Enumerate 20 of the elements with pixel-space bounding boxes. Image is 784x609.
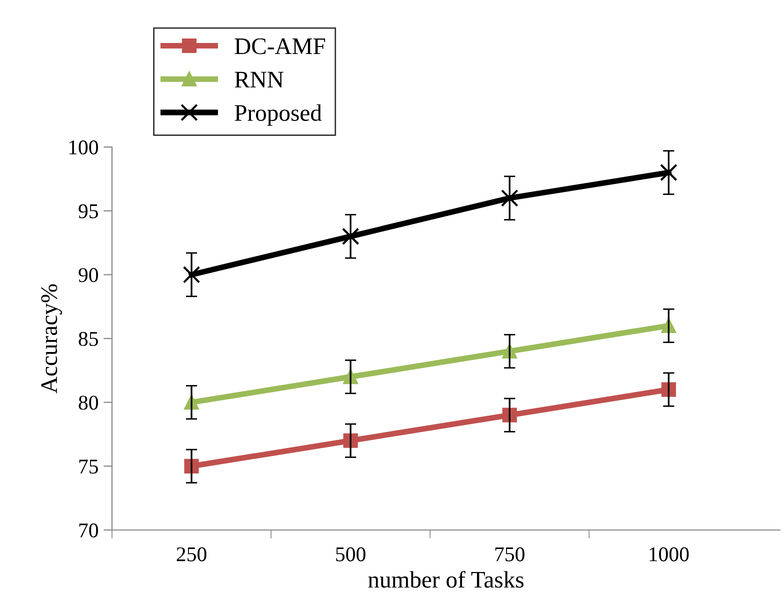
legend-label: RNN bbox=[234, 72, 284, 88]
x-tick-label: 1000 bbox=[650, 547, 689, 562]
point bbox=[500, 189, 518, 207]
y-tick-label: 85 bbox=[78, 332, 98, 346]
x-tick-label: 250 bbox=[176, 547, 206, 562]
x-axis-title: number of Tasks bbox=[368, 570, 524, 588]
point bbox=[182, 266, 200, 284]
y-tick-label: 70 bbox=[79, 523, 98, 538]
point bbox=[342, 228, 360, 246]
y-axis-title: Accuracy% bbox=[41, 284, 62, 394]
legend-label: Proposed bbox=[234, 104, 322, 126]
x-tick-label: 500 bbox=[336, 547, 366, 562]
y-tick-label: 80 bbox=[78, 396, 98, 410]
legend-label: DC-AMF bbox=[234, 38, 326, 54]
y-tick-label: 75 bbox=[79, 460, 98, 474]
y-tick-label: 95 bbox=[78, 204, 98, 218]
y-tick-label: 90 bbox=[78, 268, 98, 282]
point bbox=[660, 164, 678, 182]
y-tick-label: 100 bbox=[69, 140, 98, 154]
x-tick-label: 750 bbox=[495, 547, 524, 562]
